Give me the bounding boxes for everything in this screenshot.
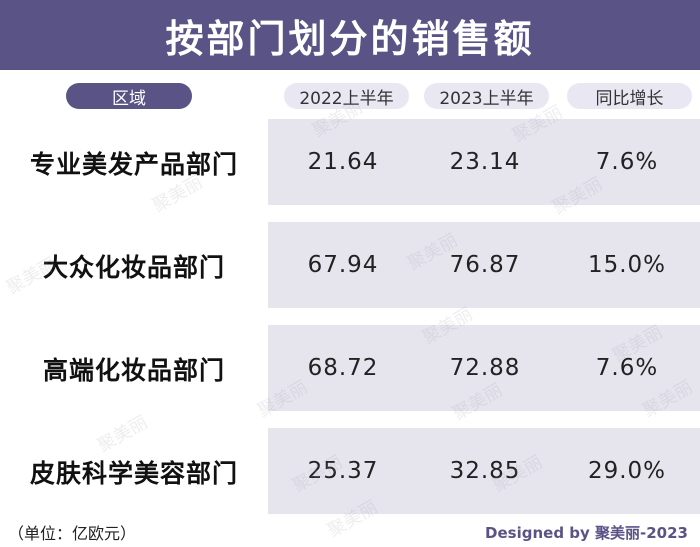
row-label-luxe: 高端化妆品部门 (42, 356, 225, 385)
row-label-professional-hair: 专业美发产品部门 (29, 150, 238, 179)
credit: Designed by 聚美丽-2023 (485, 524, 688, 542)
header-2023h1: 2023上半年 (424, 83, 549, 109)
cell-2023h1: 23.14 (449, 149, 521, 175)
table-row: 21.64 23.14 7.6% (268, 119, 700, 205)
unit-note: （单位：亿欧元） (8, 524, 137, 543)
header-region: 区域 (66, 83, 192, 109)
cell-2022h1: 68.72 (307, 355, 379, 381)
chart-title: 按部门划分的销售额 (165, 16, 535, 61)
cell-growth: 7.6% (595, 355, 659, 381)
row-label-consumer-products: 大众化妆品部门 (42, 253, 225, 282)
cell-2023h1: 76.87 (449, 252, 521, 278)
title-bar: 按部门划分的销售额 (0, 0, 700, 70)
cell-2023h1: 32.85 (449, 458, 521, 484)
cell-2022h1: 25.37 (307, 458, 379, 484)
header-2022h1: 2022上半年 (284, 83, 409, 109)
table-row: 67.94 76.87 15.0% (268, 222, 700, 308)
cell-growth: 29.0% (587, 458, 667, 484)
cell-2022h1: 21.64 (307, 149, 379, 175)
cell-growth: 15.0% (587, 252, 667, 278)
cell-2022h1: 67.94 (307, 252, 379, 278)
cell-growth: 7.6% (595, 149, 659, 175)
table-row: 68.72 72.88 7.6% (268, 325, 700, 411)
header-yoy-growth: 同比增长 (567, 83, 692, 109)
row-label-dermatological-beauty: 皮肤科学美容部门 (29, 459, 238, 488)
table-row: 25.37 32.85 29.0% (268, 428, 700, 514)
cell-2023h1: 72.88 (449, 355, 521, 381)
